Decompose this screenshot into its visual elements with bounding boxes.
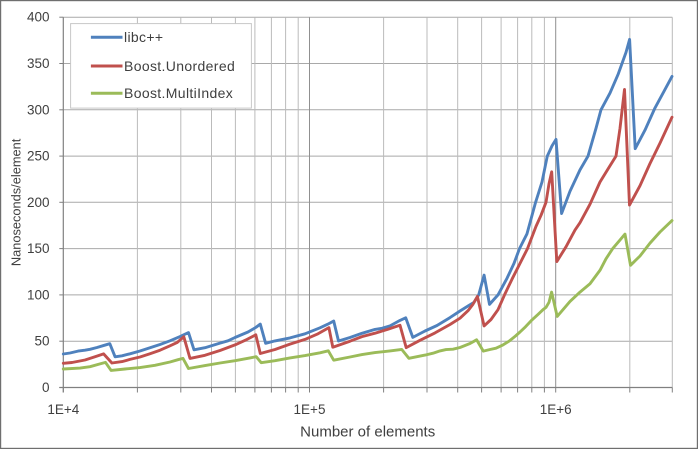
svg-text:250: 250 — [27, 149, 50, 164]
svg-text:50: 50 — [34, 334, 49, 349]
svg-text:0: 0 — [42, 380, 50, 395]
svg-text:350: 350 — [27, 56, 50, 71]
svg-text:400: 400 — [27, 10, 50, 25]
svg-text:100: 100 — [27, 287, 50, 302]
svg-text:300: 300 — [27, 102, 50, 117]
svg-text:200: 200 — [27, 195, 50, 210]
svg-text:1E+4: 1E+4 — [47, 402, 79, 417]
svg-text:Boost.MultiIndex: Boost.MultiIndex — [124, 85, 233, 101]
svg-text:150: 150 — [27, 241, 50, 256]
svg-text:Boost.Unordered: Boost.Unordered — [124, 58, 235, 74]
svg-text:Number of elements: Number of elements — [300, 424, 435, 441]
svg-text:1E+6: 1E+6 — [540, 402, 572, 417]
svg-text:1E+5: 1E+5 — [294, 402, 326, 417]
svg-text:Nanoseconds/element: Nanoseconds/element — [9, 138, 24, 266]
svg-text:libc++: libc++ — [124, 29, 163, 45]
